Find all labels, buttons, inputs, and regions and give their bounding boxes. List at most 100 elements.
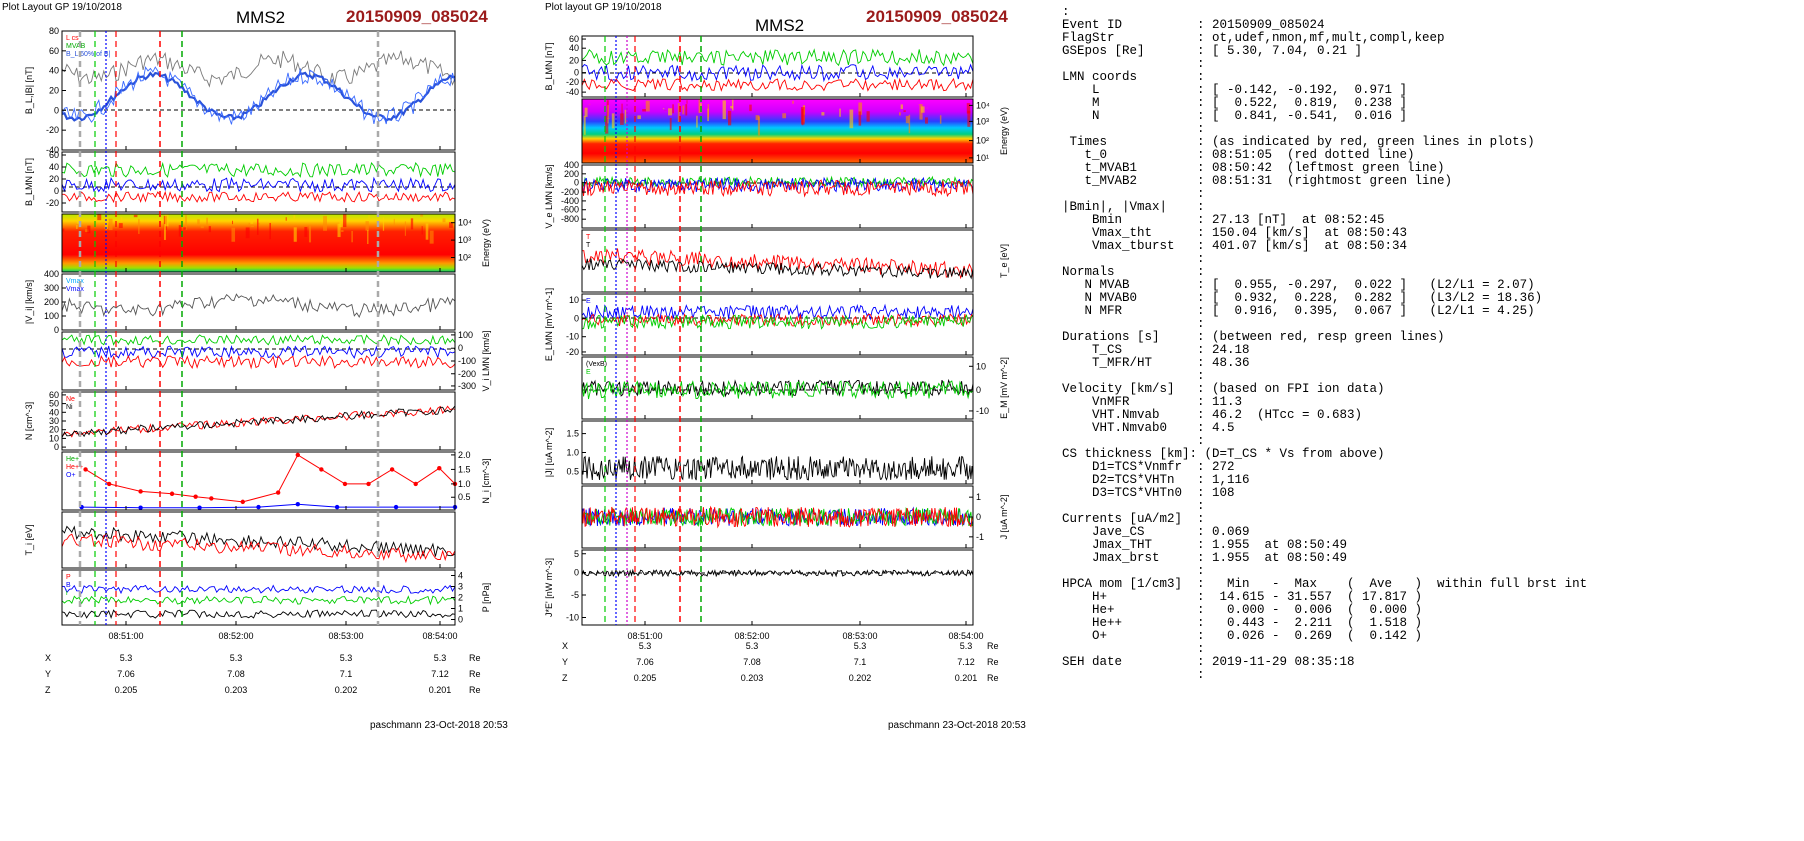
param-line: He++ : 0.443 - 2.211 ( 1.518 ) xyxy=(1062,616,1423,630)
param-line: Event ID : 20150909_085024 xyxy=(1062,18,1325,32)
param-line: N MFR : [ 0.916, 0.395, 0.067 ] (L2/L1 =… xyxy=(1062,304,1535,318)
left-spectrogram-3-streak xyxy=(206,217,208,225)
position-value: 7.06 xyxy=(117,669,135,679)
x-tick-label: 08:54:00 xyxy=(422,631,457,641)
param-line: : xyxy=(1062,187,1205,201)
y-axis-label: J*E' [nW m^-3] xyxy=(544,558,554,617)
data-point xyxy=(138,489,143,494)
legend-entry: Ni xyxy=(66,404,73,411)
param-line: N : [ 0.841, -0.541, 0.016 ] xyxy=(1062,109,1408,123)
position-row-label: X xyxy=(562,641,568,651)
param-line: Currents [uA/m2] : xyxy=(1062,512,1205,526)
param-line: : xyxy=(1062,252,1205,266)
param-line: D1=TCS*Vnmfr : 272 xyxy=(1062,460,1235,474)
legend-entry: L cs xyxy=(66,35,79,42)
y-tick-label: 0.5 xyxy=(566,466,579,476)
x-tick-label: 08:53:00 xyxy=(842,631,877,641)
middle-spectrogram-2-streak xyxy=(898,112,901,116)
left-subplot-5: 100 0 -100 -200 -300 V_i LMN [km/s] xyxy=(61,330,491,392)
y-tick-label: 20 xyxy=(49,86,59,96)
data-point xyxy=(334,504,340,510)
left-mms-title: MMS2 xyxy=(236,8,286,27)
y-tick-label: 40 xyxy=(49,407,59,417)
position-row-label: Y xyxy=(45,669,51,679)
position-value: 7.1 xyxy=(340,669,353,679)
y-tick-label: 400 xyxy=(564,160,579,170)
left-spectrogram-3-streak xyxy=(420,214,424,217)
left-series-line xyxy=(61,71,456,122)
param-line: : xyxy=(1062,564,1205,578)
left-spectrogram-3-streak xyxy=(183,227,187,230)
position-value: 0.205 xyxy=(634,673,657,683)
param-line: t_0 : 08:51:05 (red dotted line) xyxy=(1062,148,1415,162)
position-unit: Re xyxy=(987,657,999,667)
param-line: VHT.Nmvab0 : 4.5 xyxy=(1062,421,1235,435)
legend-entry: (VexB) xyxy=(586,361,607,368)
middle-mms-title: MMS2 xyxy=(755,16,805,35)
param-line: Vmax_tburst : 401.07 [km/s] at 08:50:34 xyxy=(1062,239,1408,253)
position-unit: Re xyxy=(987,641,999,651)
left-spectrogram-3-streak xyxy=(138,218,140,234)
param-line: D2=TCS*VHTn : 1,116 xyxy=(1062,473,1250,487)
data-point xyxy=(295,452,300,458)
middle-spectrogram-2-streak xyxy=(939,115,942,124)
legend-entry: E xyxy=(586,298,591,305)
param-line: SEH date : 2019-11-29 08:35:18 xyxy=(1062,655,1355,669)
y-tick-label: -20 xyxy=(46,125,59,135)
y-tick-label: 4 xyxy=(458,571,463,581)
y-axis-label: |J| [uA m^-2] xyxy=(544,428,554,477)
legend-entry: MVAB xyxy=(66,43,86,50)
param-line: O+ : 0.026 - 0.269 ( 0.142 ) xyxy=(1062,629,1423,643)
y-axis-label: V_i LMN [km/s] xyxy=(481,330,491,391)
left-spectrogram-3-streak xyxy=(425,223,429,240)
param-line: L : [ -0.142, -0.192, 0.971 ] xyxy=(1062,83,1408,97)
y-tick-label: -40 xyxy=(46,145,59,155)
y-tick-label: 1.5 xyxy=(566,429,579,439)
middle-series-line xyxy=(581,380,974,400)
left-spectrogram-3-streak xyxy=(231,220,234,225)
position-row-label: X xyxy=(45,653,51,663)
y-tick-label: 10³ xyxy=(458,235,471,245)
position-unit: Re xyxy=(469,685,481,695)
middle-spectrogram-2-streak xyxy=(669,118,672,131)
param-line: Bmin : 27.13 [nT] at 08:52:45 xyxy=(1062,213,1385,227)
param-line: : xyxy=(1062,57,1205,71)
middle-series-line xyxy=(581,378,974,398)
middle-spectrogram-2-streak xyxy=(707,104,709,118)
left-series-line xyxy=(61,584,456,595)
y-tick-label: -200 xyxy=(458,369,476,379)
middle-spectrogram-2-streak xyxy=(858,111,862,126)
y-tick-label: -600 xyxy=(561,205,579,215)
data-point xyxy=(169,491,175,496)
plot-frame xyxy=(581,98,974,164)
middle-series-line xyxy=(581,176,974,194)
legend-entry: T xyxy=(586,234,591,241)
middle-spectrogram-2-streak xyxy=(584,107,588,117)
param-line: Durations [s] : (between red, resp green… xyxy=(1062,330,1445,344)
middle-subplot-8: 1 0 -1 J [uA m^-2] xyxy=(581,485,1009,549)
middle-spectrogram-2-streak xyxy=(696,115,698,128)
data-point xyxy=(209,496,214,501)
left-subplot-2: 60 40 20 0 -20 B_LMN [nT] xyxy=(24,150,456,213)
middle-spectrogram-2-streak xyxy=(727,110,732,126)
plot-frame xyxy=(581,164,974,229)
left-spectrogram-3-streak xyxy=(429,230,434,244)
plot-frame xyxy=(581,293,974,356)
data-point xyxy=(197,505,202,510)
left-spectrogram-3-streak xyxy=(382,217,385,231)
y-tick-label: -5 xyxy=(571,590,579,600)
position-value: 5.3 xyxy=(340,653,353,663)
left-spectrogram-3-streak xyxy=(118,223,123,229)
left-spectrogram-3-streak xyxy=(339,221,343,228)
position-value: 7.08 xyxy=(227,669,245,679)
middle-spectrogram-2-streak xyxy=(611,113,615,129)
y-tick-label: 300 xyxy=(44,283,59,293)
middle-series-line xyxy=(581,258,974,280)
left-series-line xyxy=(61,525,456,557)
param-line: T_CS : 24.18 xyxy=(1062,343,1250,357)
left-spectrogram-3-streak xyxy=(231,227,236,242)
y-tick-label: 0 xyxy=(458,343,463,353)
left-series-line xyxy=(61,405,456,438)
left-spectrogram-3 xyxy=(62,214,455,272)
